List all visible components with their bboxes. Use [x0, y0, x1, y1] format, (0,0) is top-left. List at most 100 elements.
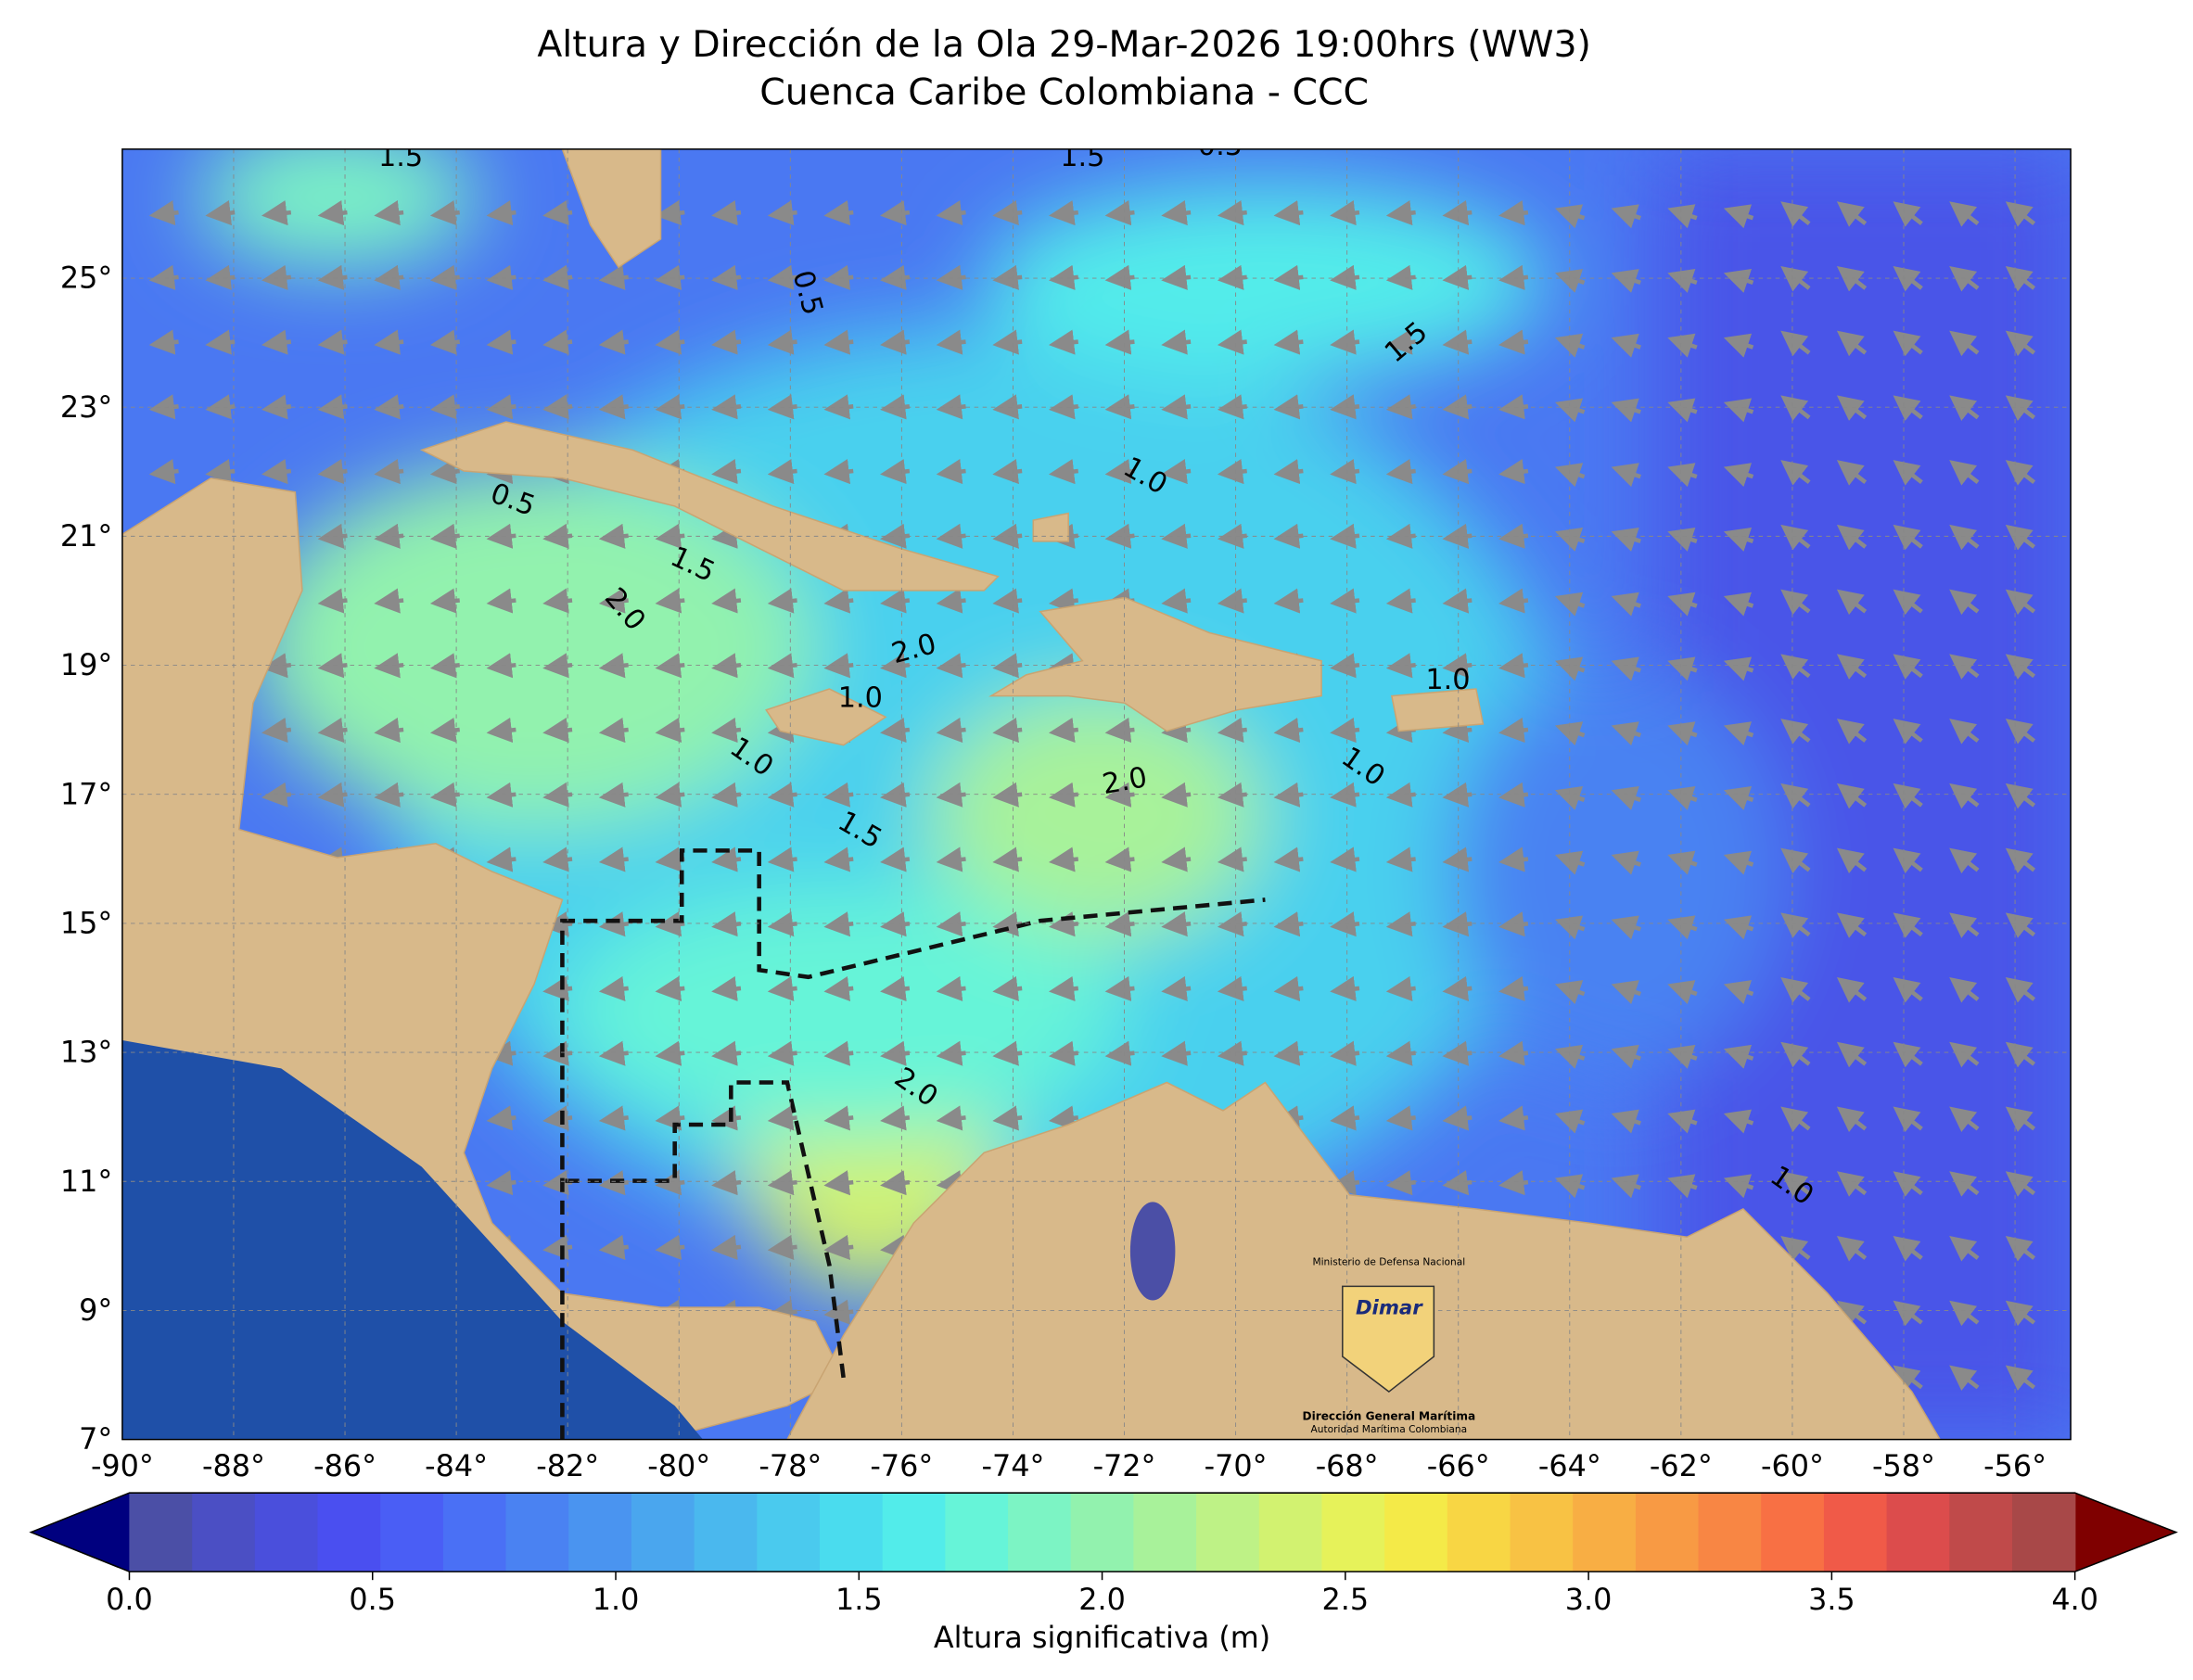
arrow: [598, 717, 629, 744]
colorbar-segment: [819, 1493, 884, 1572]
arrow: [1611, 980, 1641, 1005]
arrow: [767, 911, 797, 937]
colorbar-segment: [1384, 1493, 1448, 1572]
lon-tick-label: -82°: [536, 1448, 599, 1483]
arrow: [767, 1234, 797, 1260]
arrow: [1723, 269, 1754, 293]
arrow: [1893, 395, 1923, 421]
arrow: [542, 1105, 573, 1131]
arrow: [429, 459, 460, 485]
arrow: [2005, 330, 2036, 357]
axis-ticks: -90° -88° -86° -84° -82° -80° -78° -76° -74° -72°…: [60, 261, 2046, 1483]
arrow: [1048, 264, 1079, 290]
arrow: [880, 911, 911, 937]
title: Altura y Dirección de la Ola 29-Mar-2026…: [537, 23, 1591, 66]
arrow: [317, 200, 348, 226]
arrow: [880, 1170, 911, 1196]
arrow: [1217, 717, 1247, 744]
arrow: [261, 200, 292, 226]
colorbar-segment: [1447, 1493, 1511, 1572]
arrow: [1385, 588, 1416, 614]
arrow: [1217, 911, 1247, 937]
arrow: [823, 200, 854, 226]
logo-brand: Dimar: [1356, 1297, 1423, 1320]
arrow: [1949, 589, 1980, 616]
arrow: [1667, 1109, 1698, 1134]
arrow: [1723, 1174, 1754, 1199]
arrow: [1048, 975, 1079, 1002]
arrow: [1498, 329, 1529, 355]
arrow: [1104, 200, 1135, 226]
arrow: [1330, 975, 1360, 1002]
arrow: [1836, 783, 1868, 809]
arrow: [823, 846, 854, 872]
arrow: [1723, 592, 1754, 617]
arrow: [1554, 980, 1586, 1005]
colorbar-segment: [1886, 1493, 1951, 1572]
arrow: [486, 1105, 516, 1131]
arrow: [1442, 1170, 1473, 1196]
arrow: [1273, 846, 1304, 872]
arrow: [1442, 846, 1473, 872]
arrow: [1048, 588, 1079, 614]
arrow: [767, 329, 797, 355]
arrow: [1780, 654, 1811, 680]
arrow: [374, 653, 404, 679]
arrow: [936, 329, 966, 355]
arrow: [317, 782, 348, 808]
lon-tick-label: -76°: [870, 1448, 933, 1483]
arrow: [1273, 588, 1304, 614]
arrow: [1498, 394, 1529, 420]
arrow: [429, 200, 460, 226]
arrow: [148, 329, 179, 355]
lon-tick-label: -70°: [1205, 1448, 1268, 1483]
arrow: [1780, 589, 1811, 616]
arrow: [486, 846, 516, 872]
arrow: [542, 264, 573, 290]
arrow: [1104, 459, 1135, 485]
arrow: [936, 846, 966, 872]
arrow: [2005, 847, 2036, 874]
arrow: [880, 264, 911, 290]
arrow: [1442, 588, 1473, 614]
colorbar-segment: [1823, 1493, 1888, 1572]
colorbar-segment: [757, 1493, 821, 1572]
arrow: [1780, 524, 1811, 551]
arrow: [992, 846, 1023, 872]
colorbar-tick-label: 2.5: [1322, 1582, 1370, 1617]
arrow: [1780, 460, 1811, 486]
arrow: [374, 588, 404, 614]
arrow: [1330, 1105, 1360, 1131]
arrow: [1949, 201, 1980, 227]
arrow: [1217, 200, 1247, 226]
arrow: [1611, 850, 1641, 875]
arrow: [429, 394, 460, 420]
arrow: [1217, 846, 1247, 872]
arrow: [1442, 329, 1473, 355]
arrow: [542, 975, 573, 1002]
arrow: [1048, 846, 1079, 872]
arrow: [1893, 1300, 1923, 1327]
colorbar-segment: [1321, 1493, 1385, 1572]
arrow: [429, 588, 460, 614]
arrow: [1723, 463, 1754, 488]
arrow: [655, 394, 685, 420]
arrow: [598, 1105, 629, 1131]
colorbar-segment: [129, 1493, 193, 1572]
logo-authority: Autoridad Marítima Colombiana: [1311, 1423, 1468, 1435]
arrow: [880, 394, 911, 420]
arrow: [936, 200, 966, 226]
arrow: [823, 782, 854, 808]
arrow: [711, 1234, 742, 1260]
arrow: [1949, 847, 1980, 874]
arrow: [992, 394, 1023, 420]
arrow: [711, 394, 742, 420]
arrow: [880, 846, 911, 872]
arrow: [1385, 459, 1416, 485]
arrow: [205, 329, 236, 355]
arrow: [1498, 459, 1529, 485]
arrow: [1780, 1171, 1811, 1197]
arrow: [936, 717, 966, 744]
arrow: [598, 975, 629, 1002]
